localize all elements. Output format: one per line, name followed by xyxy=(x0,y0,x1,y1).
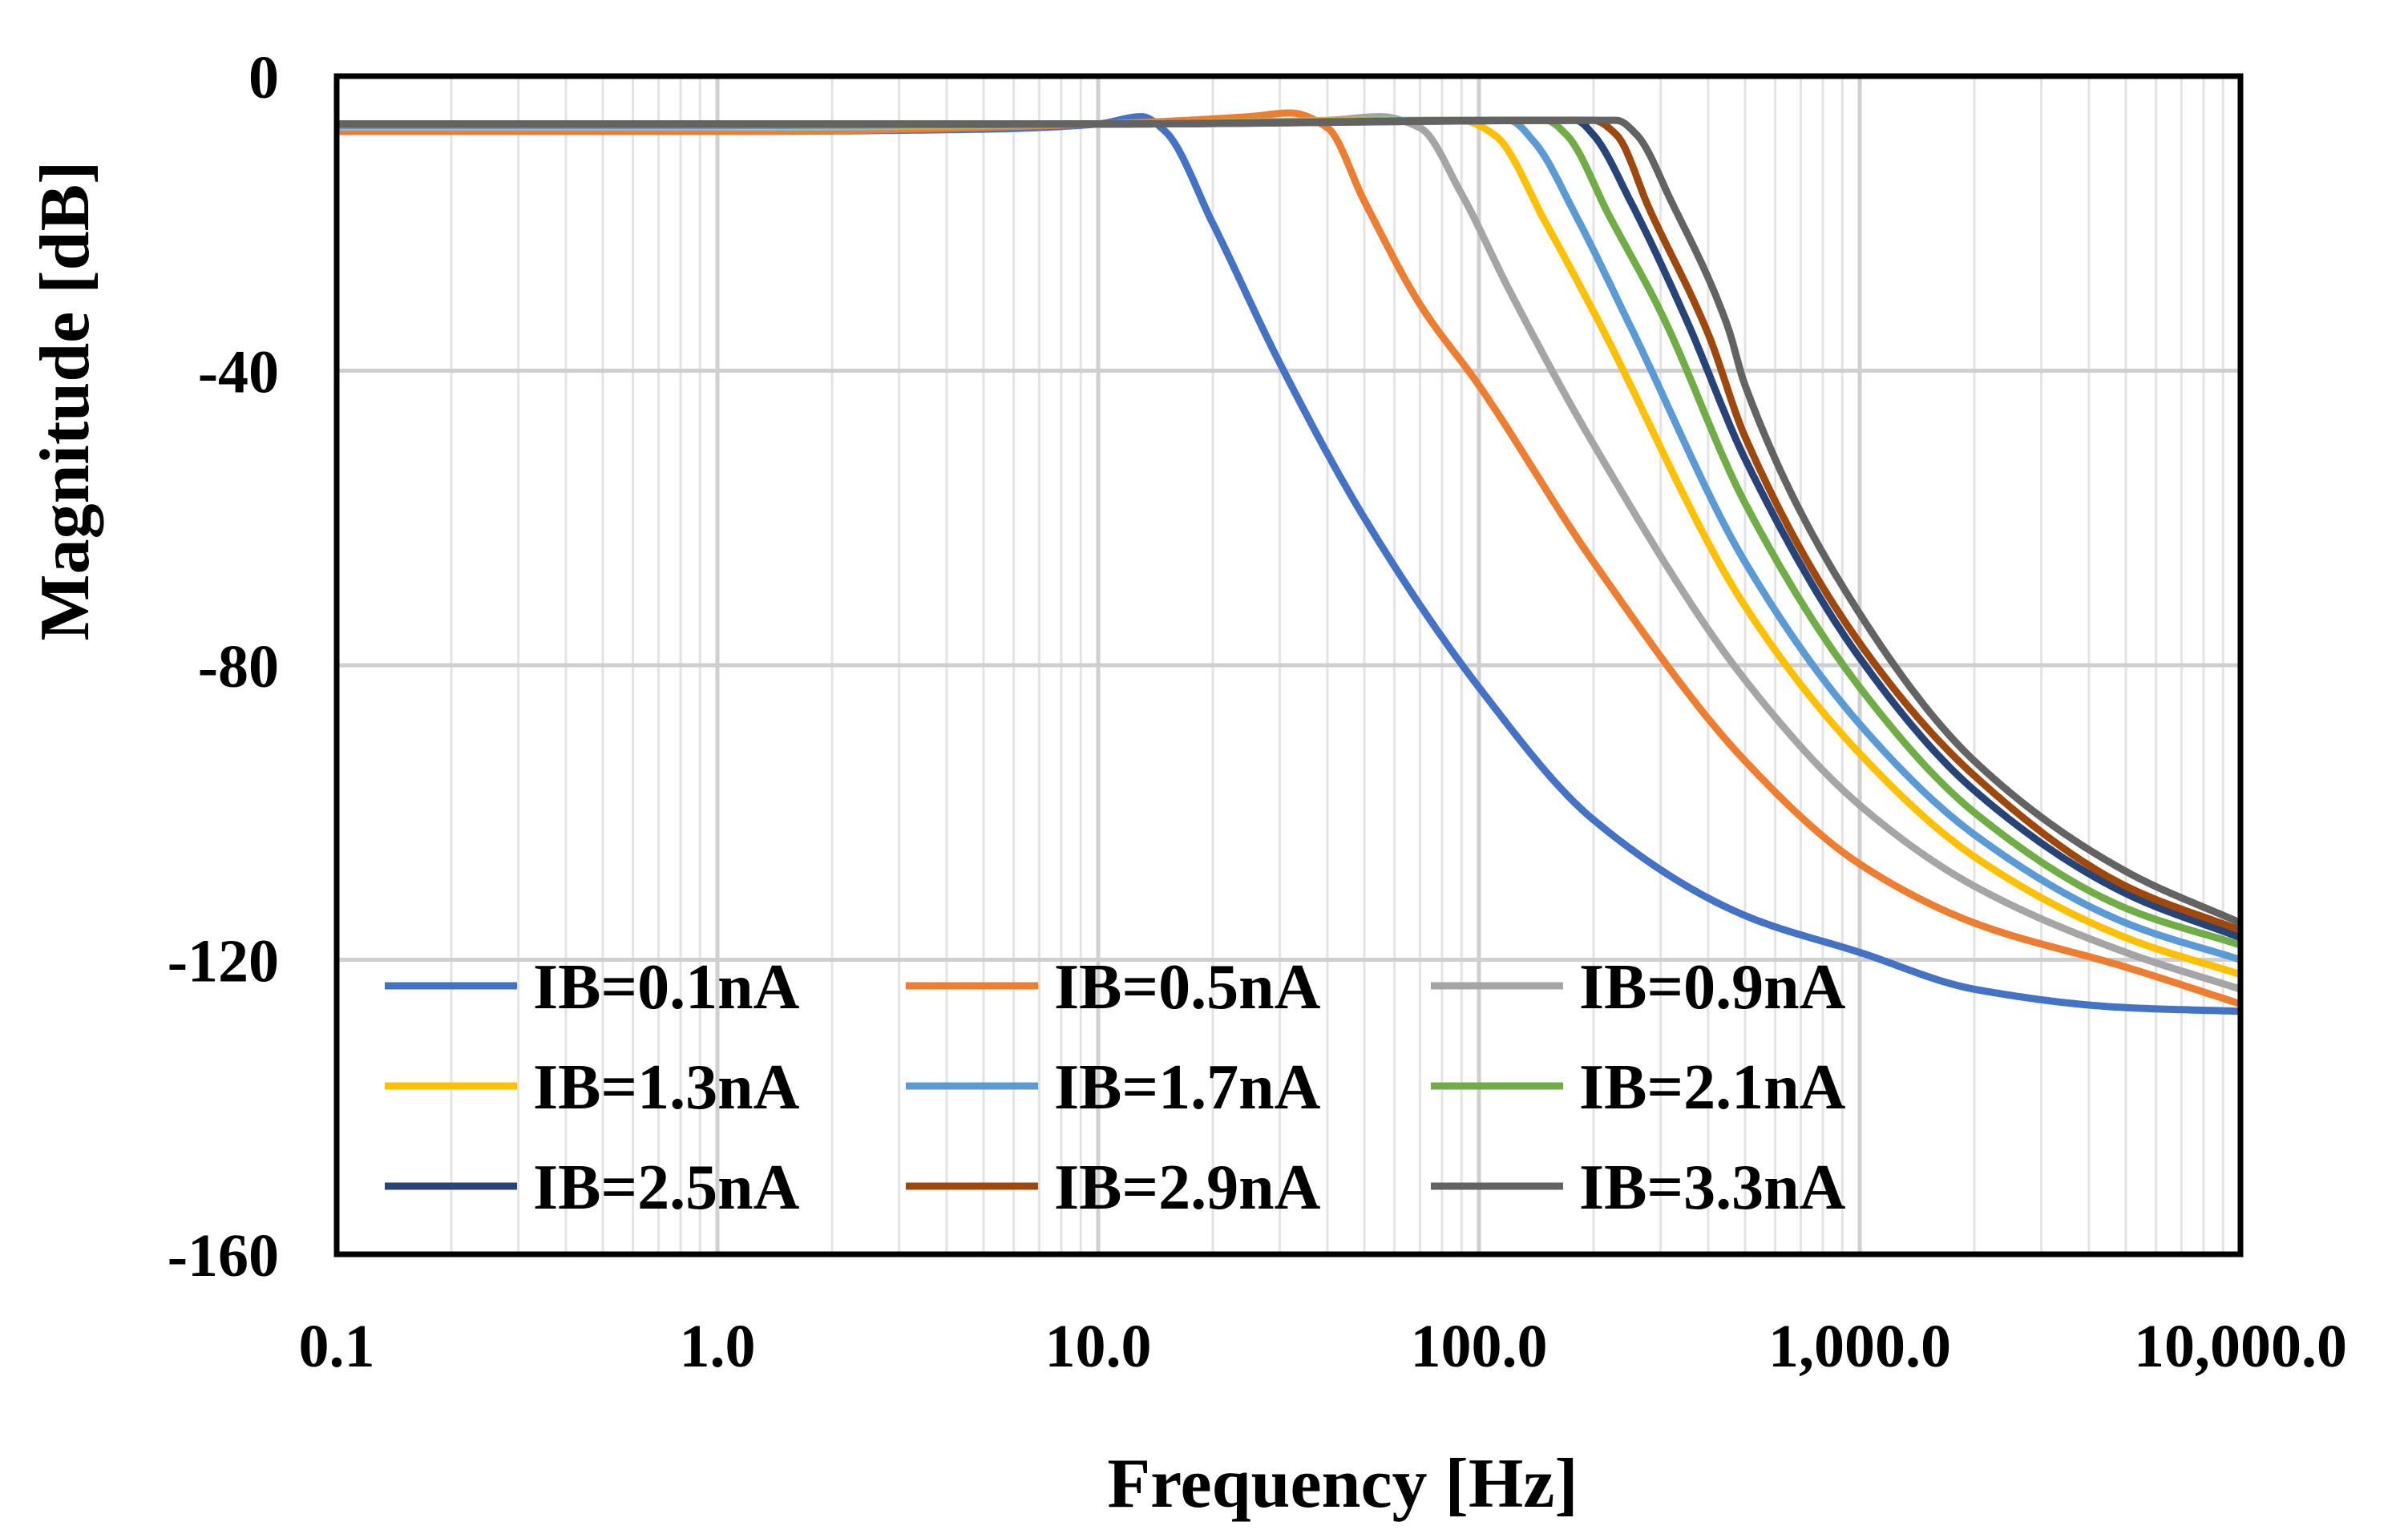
series-line-ib-2-9na xyxy=(336,116,2242,934)
y-tick-label: -80 xyxy=(198,633,279,700)
legend-label-ib-2-5na: IB=2.5nA xyxy=(533,1153,800,1223)
legend-label-ib-3-3na: IB=3.3nA xyxy=(1579,1153,1846,1223)
x-tick-label: 100.0 xyxy=(1411,1313,1548,1380)
legend-label-ib-2-9na: IB=2.9nA xyxy=(1054,1153,1321,1223)
series-line-ib-1-7na xyxy=(336,116,2242,963)
x-axis-title: Frequency [Hz] xyxy=(1107,1445,1578,1523)
x-tick-label: 0.1 xyxy=(299,1313,375,1380)
legend-label-ib-0-5na: IB=0.5nA xyxy=(1054,952,1321,1023)
x-tick-label: 1.0 xyxy=(680,1313,756,1380)
series-line-ib-1-3na xyxy=(336,116,2242,979)
y-axis-title: Magnitude [dB] xyxy=(26,161,104,641)
legend-label-ib-0-1na: IB=0.1nA xyxy=(533,952,800,1023)
legend: IB=0.1nA IB=0.5nA IB=0.9nA IB=1.3nA IB=1.7nA… xyxy=(385,952,1846,1223)
legend-label-ib-2-1na: IB=2.1nA xyxy=(1579,1052,1846,1123)
legend-label-ib-1-7na: IB=1.7nA xyxy=(1054,1052,1321,1123)
legend-label-ib-0-9na: IB=0.9nA xyxy=(1579,952,1846,1023)
x-tick-label: 10,000.0 xyxy=(2134,1313,2347,1380)
x-axis-tick-labels: 0.1 1.0 10.0 100.0 1,000.0 10,000.0 xyxy=(299,1313,2348,1380)
y-tick-label: -120 xyxy=(168,928,279,995)
x-tick-label: 10.0 xyxy=(1045,1313,1152,1380)
y-tick-label: -40 xyxy=(198,339,279,406)
y-axis-tick-labels: 0 -40 -80 -120 -160 xyxy=(168,44,279,1290)
series-line-ib-3-3na xyxy=(336,116,2242,926)
series-curves xyxy=(336,109,2242,1015)
y-tick-label: 0 xyxy=(248,44,279,111)
x-tick-label: 1,000.0 xyxy=(1768,1313,1951,1380)
y-tick-label: -160 xyxy=(168,1222,279,1290)
series-line-ib-0-5na xyxy=(336,109,2242,1007)
plot-frame xyxy=(333,73,2244,1257)
legend-label-ib-1-3na: IB=1.3nA xyxy=(533,1052,800,1123)
series-line-ib-0-9na xyxy=(336,113,2242,993)
